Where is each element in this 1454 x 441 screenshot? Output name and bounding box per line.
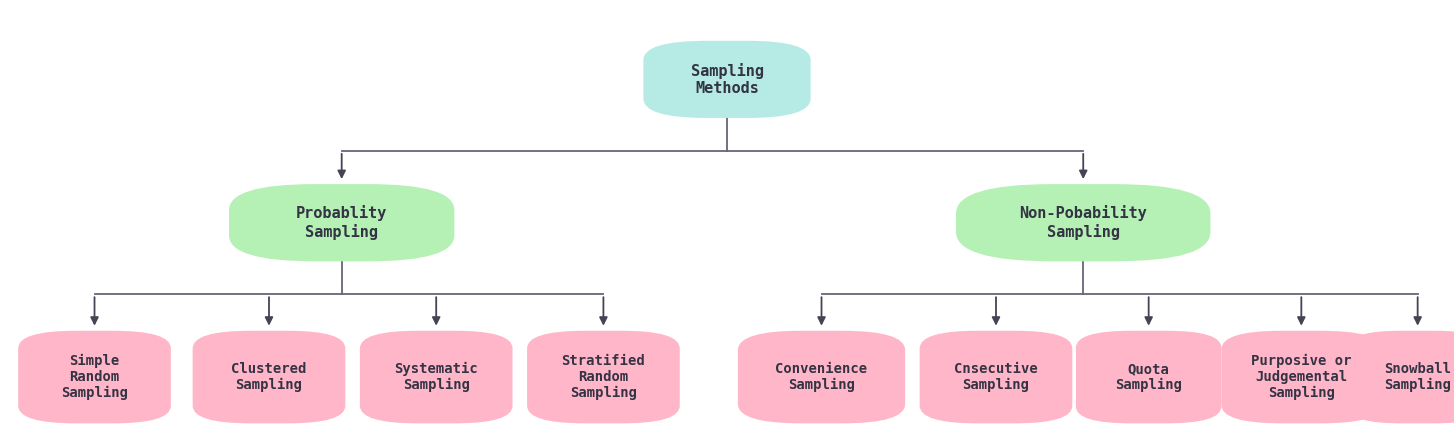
FancyBboxPatch shape — [920, 331, 1073, 423]
FancyBboxPatch shape — [19, 331, 172, 423]
Text: Convenience
Sampling: Convenience Sampling — [775, 362, 868, 392]
Text: Non-Pobability
Sampling: Non-Pobability Sampling — [1019, 206, 1147, 240]
Text: Sampling
Methods: Sampling Methods — [691, 63, 763, 96]
Text: Simple
Random
Sampling: Simple Random Sampling — [61, 354, 128, 400]
FancyBboxPatch shape — [192, 331, 346, 423]
FancyBboxPatch shape — [1076, 331, 1221, 423]
Text: Purposive or
Judgemental
Sampling: Purposive or Judgemental Sampling — [1250, 354, 1352, 400]
FancyBboxPatch shape — [526, 331, 680, 423]
FancyBboxPatch shape — [643, 41, 811, 118]
Text: Clustered
Sampling: Clustered Sampling — [231, 362, 307, 392]
FancyBboxPatch shape — [1221, 331, 1381, 423]
FancyBboxPatch shape — [1349, 331, 1454, 423]
FancyBboxPatch shape — [737, 331, 904, 423]
Text: Probablity
Sampling: Probablity Sampling — [297, 206, 387, 240]
FancyBboxPatch shape — [361, 331, 512, 423]
Text: Quota
Sampling: Quota Sampling — [1115, 362, 1182, 392]
Text: Systematic
Sampling: Systematic Sampling — [394, 362, 478, 392]
FancyBboxPatch shape — [228, 184, 454, 261]
Text: Cnsecutive
Sampling: Cnsecutive Sampling — [954, 362, 1038, 392]
Text: Snowball
Sampling: Snowball Sampling — [1384, 362, 1451, 392]
Text: Stratified
Random
Sampling: Stratified Random Sampling — [561, 354, 646, 400]
FancyBboxPatch shape — [957, 184, 1210, 261]
